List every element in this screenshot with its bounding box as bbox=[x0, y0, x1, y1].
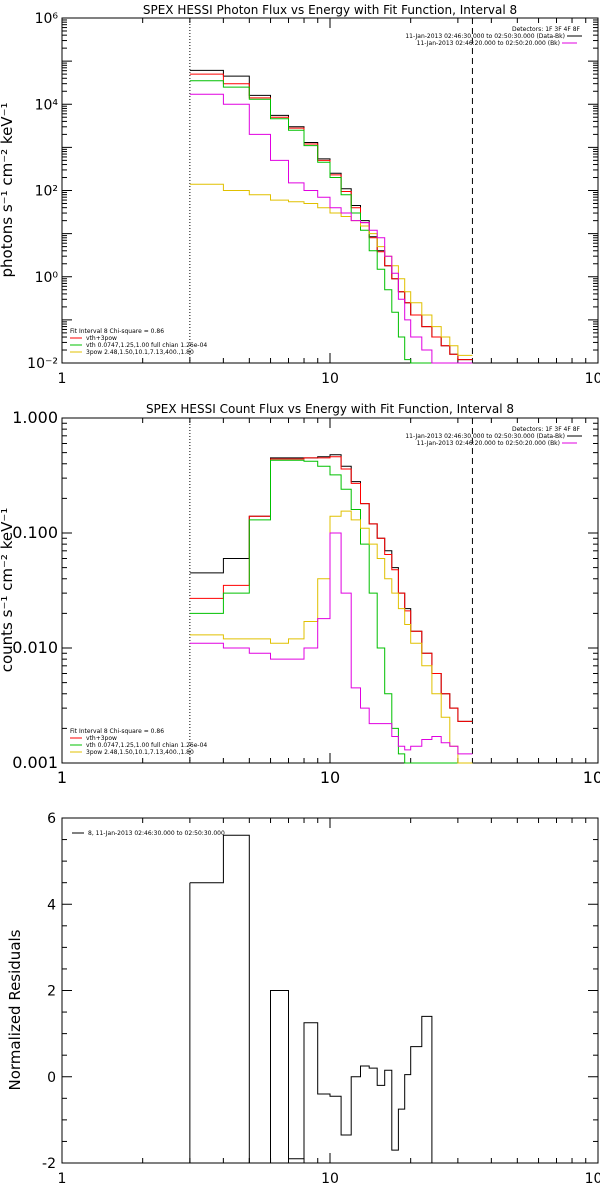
photon-legend-fit: Fit Interval 8 Chi-square = 0.86 bbox=[70, 328, 164, 335]
count-legend-model: vth+3pow bbox=[86, 735, 117, 742]
photon-legend-bottom: Fit Interval 8 Chi-square = 0.86 vth+3po… bbox=[70, 328, 207, 356]
count-legend-top: Detectors: 1F 3F 4F 8F 11-Jan-2013 02:46… bbox=[405, 426, 582, 447]
y-tick-label: 0.100 bbox=[12, 523, 58, 542]
count-legend-bk: 11-Jan-2013 02:46:20.000 to 02:50:20.000… bbox=[417, 440, 560, 447]
count-legend-data: 11-Jan-2013 02:46:30.000 to 02:50:30.000… bbox=[405, 433, 565, 440]
photon-panel-title: SPEX HESSI Photon Flux vs Energy with Fi… bbox=[143, 3, 517, 17]
y-tick-label: 10⁴ bbox=[35, 97, 59, 113]
count-panel-title: SPEX HESSI Count Flux vs Energy with Fit… bbox=[146, 402, 514, 416]
photon-legend-top: Detectors: 1F 3F 4F 8F 11-Jan-2013 02:46… bbox=[405, 26, 582, 47]
residuals-panel: Normalized Residuals 1 10 100 -2 0 2 4 6 8, 11-… bbox=[6, 811, 600, 1187]
series-data-bk bbox=[189, 69, 473, 361]
photon-plot-frame bbox=[61, 17, 599, 364]
residuals-plot-frame bbox=[61, 817, 599, 1164]
x-tick-label: 10 bbox=[320, 768, 340, 787]
photon-legend-data: 11-Jan-2013 02:46:30.000 to 02:50:30.000… bbox=[405, 33, 565, 40]
series-vth bbox=[189, 80, 473, 364]
y-tick-label: 10⁻² bbox=[27, 356, 58, 372]
count-legend-detectors: Detectors: 1F 3F 4F 8F bbox=[512, 426, 581, 433]
photon-flux-panel: SPEX HESSI Photon Flux vs Energy with Fi… bbox=[0, 3, 600, 387]
x-tick-label: 1 bbox=[58, 1171, 67, 1187]
series-vth-3pow bbox=[189, 73, 473, 361]
residuals-y-axis-label: Normalized Residuals bbox=[6, 929, 24, 1090]
series-residuals bbox=[189, 834, 442, 1164]
y-tick-label: 1.000 bbox=[12, 408, 58, 427]
y-tick-label: 2 bbox=[47, 984, 56, 1000]
series-vth bbox=[189, 459, 473, 764]
y-tick-label: 0.001 bbox=[12, 753, 58, 772]
count-flux-panel: SPEX HESSI Count Flux vs Energy with Fit… bbox=[0, 402, 600, 787]
y-tick-label: 6 bbox=[47, 811, 56, 827]
photon-legend-model: vth+3pow bbox=[86, 335, 117, 342]
y-tick-label: 0 bbox=[47, 1070, 56, 1086]
count-legend-vth: vth 0.0747,1.25,1.00 full chian 1.26e-04 bbox=[86, 742, 207, 749]
y-tick-label: 10⁰ bbox=[35, 270, 59, 286]
y-tick-label: -2 bbox=[42, 1156, 56, 1172]
series-3pow bbox=[189, 510, 473, 764]
series-vth-3pow bbox=[189, 456, 473, 722]
photon-legend-bk: 11-Jan-2013 02:46:20.000 to 02:50:20.000… bbox=[417, 40, 560, 47]
x-tick-label: 100 bbox=[583, 768, 600, 787]
photon-legend-vth: vth 0.0747,1.25,1.00 full chian 1.26e-04 bbox=[86, 342, 207, 349]
y-tick-label: 10⁶ bbox=[35, 11, 59, 27]
photon-legend-detectors: Detectors: 1F 3F 4F 8F bbox=[512, 26, 581, 33]
x-tick-label: 100 bbox=[585, 1171, 600, 1187]
x-tick-label: 10 bbox=[321, 371, 339, 387]
photon-legend-3pow: 3pow 2.48,1.50,10.1,7.13,400.,1.80 bbox=[86, 349, 194, 356]
count-y-axis-label: counts s⁻¹ cm⁻² keV⁻¹ bbox=[0, 508, 16, 673]
series-bk bbox=[189, 93, 473, 364]
count-legend-3pow: 3pow 2.48,1.50,10.1,7.13,400.,1.80 bbox=[86, 749, 194, 756]
residuals-legend: 8, 11-Jan-2013 02:46:30.000 to 02:50:30.… bbox=[88, 830, 225, 837]
x-tick-label: 1 bbox=[57, 768, 67, 787]
y-tick-label: 10² bbox=[35, 184, 58, 200]
count-legend-bottom: Fit Interval 8 Chi-square = 0.86 vth+3po… bbox=[70, 728, 207, 756]
x-tick-label: 1 bbox=[58, 371, 67, 387]
x-tick-label: 100 bbox=[585, 371, 600, 387]
series-3pow bbox=[189, 183, 473, 356]
series-bk bbox=[189, 532, 473, 755]
y-tick-label: 4 bbox=[47, 897, 56, 913]
photon-y-axis-label: photons s⁻¹ cm⁻² keV⁻¹ bbox=[0, 103, 16, 278]
count-legend-fit: Fit Interval 8 Chi-square = 0.86 bbox=[70, 728, 164, 735]
series-data-bk bbox=[189, 454, 473, 722]
y-tick-label: 0.010 bbox=[12, 638, 58, 657]
x-tick-label: 10 bbox=[321, 1171, 339, 1187]
